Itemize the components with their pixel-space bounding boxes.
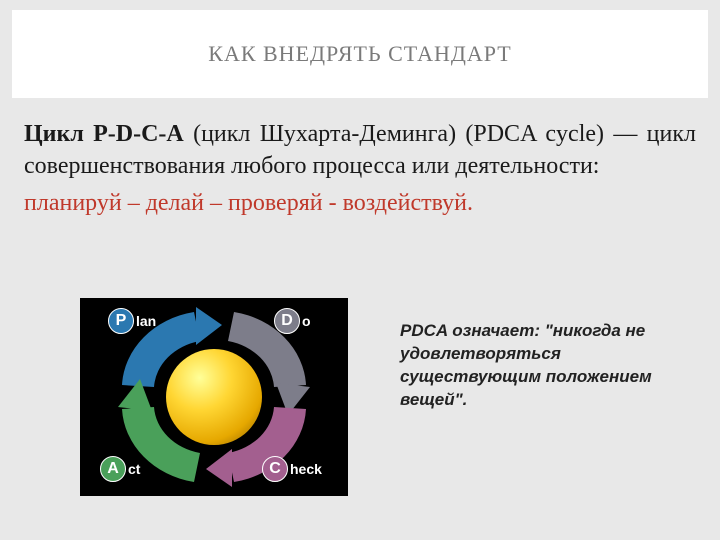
arrow-check: [206, 449, 232, 487]
pdca-letter-do: D: [274, 308, 300, 334]
arrow-plan: [196, 307, 222, 345]
pdca-word-check: heck: [290, 461, 322, 477]
pdca-word-act: ct: [128, 461, 140, 477]
page-title: КАК ВНЕДРЯТЬ СТАНДАРТ: [208, 41, 511, 67]
pdca-label-plan: Plan: [108, 308, 156, 334]
pdca-sphere: [166, 349, 262, 445]
caption-lead: PDCA означает:: [400, 321, 545, 340]
lead-bold: Цикл P-D-C-A: [24, 121, 184, 147]
main-paragraph: Цикл P-D-C-A (цикл Шухарта-Деминга) (PDC…: [24, 118, 696, 183]
red-line: планируй – делай – проверяй - воздейству…: [24, 187, 696, 219]
pdca-word-do: o: [302, 313, 311, 329]
pdca-diagram: Plan Do Check Act: [80, 298, 348, 496]
pdca-letter-plan: P: [108, 308, 134, 334]
pdca-label-do: Do: [274, 308, 311, 334]
header-bar: КАК ВНЕДРЯТЬ СТАНДАРТ: [12, 10, 708, 98]
pdca-letter-check: C: [262, 456, 288, 482]
pdca-word-plan: lan: [136, 313, 156, 329]
caption: PDCA означает: "никогда не удовлетворять…: [400, 320, 680, 412]
body-text: Цикл P-D-C-A (цикл Шухарта-Деминга) (PDC…: [24, 118, 696, 219]
pdca-letter-act: A: [100, 456, 126, 482]
pdca-label-check: Check: [262, 456, 322, 482]
pdca-label-act: Act: [100, 456, 140, 482]
